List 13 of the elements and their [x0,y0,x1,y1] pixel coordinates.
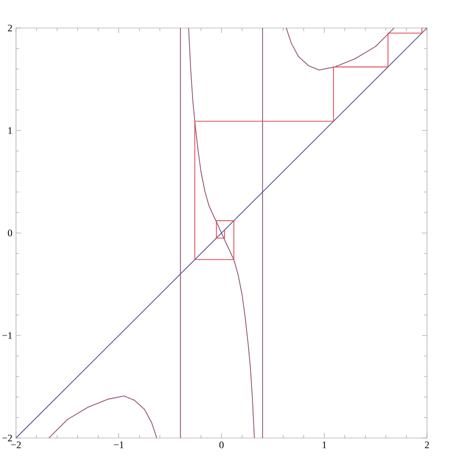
y-tick-label: −2 [2,434,12,442]
line-series [194,28,422,260]
y-tick-label: −1 [2,332,12,339]
line-series [286,28,395,70]
y-tick-label: 0 [8,230,12,236]
line-series [188,28,255,438]
line-series [48,396,158,438]
x-tick-label: 0 [219,442,224,448]
x-tick-label: −1 [114,442,124,448]
y-tick-label: 2 [8,24,12,32]
y-tick-label: 1 [8,127,12,134]
x-tick-label: 2 [424,442,429,448]
x-tick-label: 1 [322,442,326,448]
